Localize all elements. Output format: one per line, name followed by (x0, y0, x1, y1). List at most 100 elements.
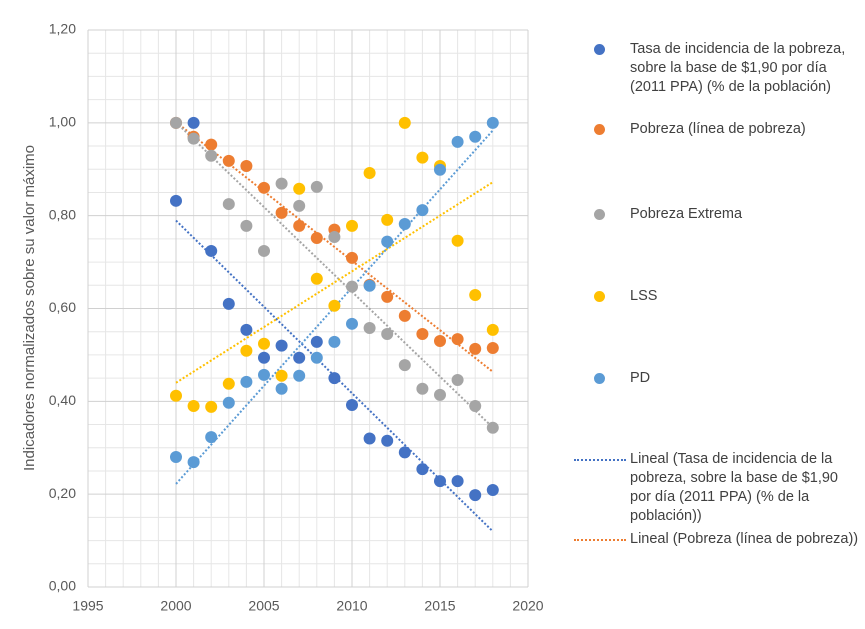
data-point (469, 130, 482, 143)
data-point (258, 337, 270, 350)
legend-symbol (594, 291, 605, 302)
legend-label: Lineal (Tasa de incidencia de la pobreza… (630, 451, 838, 524)
trendline (175, 121, 494, 429)
legend-symbol (574, 539, 626, 541)
data-point (398, 446, 411, 459)
data-point (346, 280, 358, 293)
data-point (293, 351, 306, 364)
data-point (416, 382, 429, 395)
data-point (205, 431, 218, 444)
data-point (240, 344, 253, 357)
data-point (416, 463, 429, 476)
legend-label: LSS (630, 288, 658, 304)
legend-symbol (574, 459, 626, 461)
data-point (187, 132, 200, 145)
y-tick-label: 0,20 (49, 485, 76, 501)
data-point (381, 434, 394, 447)
data-point (381, 235, 394, 248)
legend-symbol (594, 44, 605, 55)
data-point (346, 317, 358, 330)
data-point (205, 400, 218, 413)
data-point (240, 219, 253, 232)
data-point (310, 231, 323, 244)
data-point (240, 160, 253, 173)
data-point (293, 219, 306, 232)
data-point (328, 299, 341, 312)
data-point (416, 328, 429, 341)
y-tick-label: 0,80 (49, 206, 76, 222)
data-point (170, 194, 182, 207)
data-point (258, 368, 270, 381)
data-point (293, 199, 306, 212)
data-point (205, 244, 218, 257)
legend-label: Pobreza (línea de pobreza) (630, 121, 806, 137)
data-point (170, 116, 182, 129)
trendline (175, 121, 494, 373)
data-point (310, 335, 323, 348)
data-point (328, 231, 341, 244)
data-point (275, 369, 288, 382)
data-point (363, 279, 376, 292)
data-point (240, 323, 253, 336)
data-point (170, 451, 182, 464)
data-point (486, 323, 499, 336)
data-point (240, 375, 253, 388)
data-point (398, 218, 411, 231)
data-point (346, 219, 358, 232)
data-point (310, 272, 323, 285)
y-tick-label: 0,60 (49, 299, 76, 315)
data-point (434, 475, 446, 488)
data-point (381, 290, 394, 303)
data-point (398, 309, 411, 322)
data-point (486, 116, 499, 129)
data-point (381, 328, 394, 341)
data-point (258, 351, 270, 364)
data-point (486, 483, 499, 496)
legend-label: Lineal (Pobreza (línea de pobreza)) (630, 531, 859, 547)
data-point (187, 456, 200, 469)
data-point (469, 289, 482, 302)
data-point (346, 399, 358, 412)
data-point (416, 151, 429, 164)
trendline (175, 181, 494, 384)
data-point (258, 244, 270, 257)
data-point (363, 432, 376, 445)
data-point (328, 372, 341, 385)
data-point (416, 204, 429, 217)
data-point (293, 182, 306, 195)
legend-label: Pobreza Extrema (630, 206, 743, 222)
legend-symbol (594, 209, 605, 220)
x-tick-label: 2000 (160, 598, 191, 614)
data-point (363, 321, 376, 334)
data-point (170, 389, 182, 402)
y-axis-title: Indicadores normalizados sobre su valor … (21, 145, 38, 471)
x-tick-label: 1995 (72, 598, 103, 614)
data-point (310, 180, 323, 193)
data-point (205, 138, 218, 151)
data-point (293, 369, 306, 382)
x-tick-label: 2010 (336, 598, 367, 614)
data-point (398, 359, 411, 372)
data-point (398, 116, 411, 129)
legend-symbol (594, 373, 605, 384)
data-point (434, 388, 446, 401)
data-point (275, 206, 288, 219)
y-tick-label: 0,00 (49, 578, 76, 594)
data-point (258, 181, 270, 194)
data-point (469, 342, 482, 355)
data-point (434, 163, 446, 176)
data-point (451, 135, 464, 148)
x-tick-label: 2020 (512, 598, 543, 614)
data-point (275, 382, 288, 395)
data-point (346, 251, 358, 264)
data-point (205, 149, 218, 162)
y-tick-label: 0,40 (49, 392, 76, 408)
data-point (187, 116, 200, 129)
data-point (275, 177, 288, 190)
data-point (222, 297, 235, 310)
legend-label: PD (630, 370, 651, 386)
data-point (222, 377, 235, 390)
data-point (451, 373, 464, 386)
data-point (451, 234, 464, 247)
